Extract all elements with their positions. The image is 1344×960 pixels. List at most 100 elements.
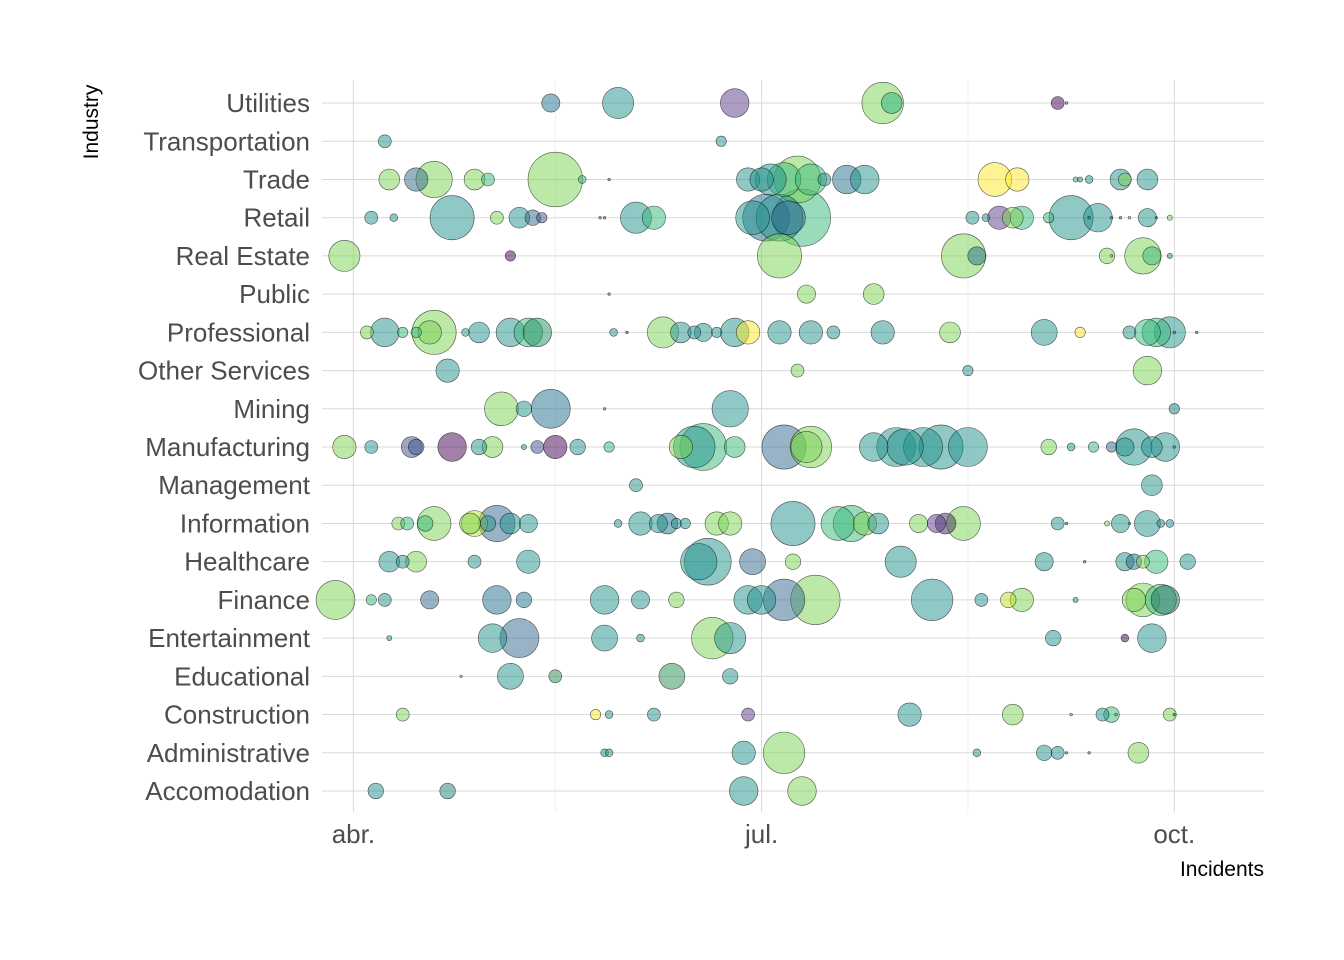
bubble-point [516,549,541,574]
bubble-point [1134,510,1161,537]
bubble-point [741,707,755,722]
bubble-point [1074,326,1086,338]
bubble-point [515,591,533,609]
bubble-point [746,585,777,615]
bubble-point [386,635,393,641]
bubbles [315,81,1199,806]
bubble-point [1136,554,1150,569]
bubble-point [1034,552,1054,572]
bubble-point [1141,474,1163,496]
bubble-point [490,210,504,225]
bubble-point [470,438,488,456]
bubble-point [522,317,552,348]
bubble-point [395,554,410,569]
y-tick-label: Educational [174,661,310,691]
bubble-point [536,212,548,224]
bubble-point [880,92,903,114]
bubble-point [797,284,816,304]
bubble-point [481,172,495,187]
y-tick-label: Finance [218,585,311,615]
bubble-point [602,87,635,119]
bubble-point [862,283,885,305]
bubble-point [468,321,490,344]
bubble-point [479,515,497,532]
bubble-point [459,512,481,535]
bubble-point [499,512,522,535]
bubble-point [867,512,889,535]
y-tick-label: Management [158,470,311,500]
bubble-point [636,633,645,643]
bubble-point [1087,751,1091,755]
y-tick-label: Accomodation [145,776,310,806]
bubble-point [948,427,988,467]
bubble-point [1168,403,1180,415]
bubble-point [328,239,361,272]
bubble-point [1165,519,1175,528]
bubble-point [927,514,946,533]
bubble-point [714,622,747,655]
bubble-point [1069,712,1073,717]
bubble-point [484,391,519,426]
bubble-point [631,590,650,610]
bubble-point [680,543,718,581]
bubble-point [787,776,817,806]
y-tick-label: Other Services [138,356,310,386]
bubble-point [603,441,615,453]
bubble-point [962,365,974,377]
bubble-point [711,390,749,428]
bubble-point [397,326,409,338]
bubble-point [1166,252,1173,259]
bubble-point [736,320,761,345]
bubble-point [629,478,643,493]
y-tick-label: Manufacturing [145,432,310,462]
bubble-point [790,363,805,378]
bubble-point [1002,207,1024,229]
bubble-point [1072,597,1079,603]
bubble-point [820,506,856,541]
bubble-point [647,707,661,722]
bubble-point [1136,168,1159,191]
bubble-point [395,707,410,722]
bubble-point [625,330,629,335]
bubble-point [530,388,571,429]
bubble-point [497,662,524,690]
bubble-point [757,233,802,279]
bubble-point [850,164,880,195]
y-tick-label: Retail [244,203,310,233]
x-tick-label: abr. [332,819,375,849]
bubble-point [817,172,832,187]
bubble-point [767,320,792,345]
bubble-point [1118,216,1123,220]
bubble-point [360,325,374,340]
bubble-point [417,515,434,532]
bubble-point [467,554,482,569]
bubble-point [886,428,924,466]
bubble-point [729,776,759,806]
bubble-point [628,511,653,536]
bubble-point [1163,707,1177,722]
bubble-point [1154,216,1158,220]
bubble-point [1106,441,1118,453]
bubble-point [459,674,463,678]
bubble-point [410,326,422,338]
bubble-point [668,434,693,459]
bubble-point [739,548,766,576]
bubble-point [315,580,356,620]
bubble-point [718,511,743,536]
bubble-point [604,710,614,719]
bubble-point [1118,172,1132,187]
bubble-point [437,432,467,462]
y-tick-labels: Accomodation Administrative Construction Ed… [138,88,311,806]
bubble-point [749,167,774,192]
bubble-point [461,328,470,337]
bubble-point [577,175,587,184]
y-tick-label: Construction [164,700,310,730]
bubble-point [1134,319,1161,346]
bubble-point [404,167,429,192]
bubble-point [332,434,357,459]
bubble-point [543,434,568,459]
bubble-point [1156,519,1166,528]
bubble-point [679,517,691,529]
bubble-point [1114,712,1118,717]
